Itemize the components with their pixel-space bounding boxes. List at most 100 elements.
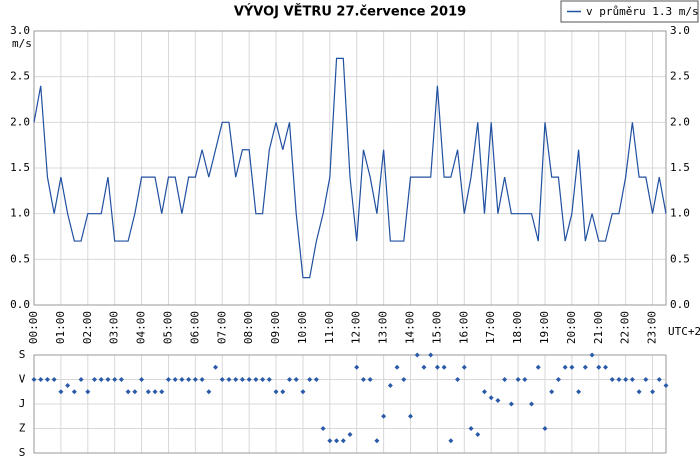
direction-point bbox=[192, 377, 198, 382]
direction-point bbox=[569, 364, 575, 370]
x-tick-label: 19:00 bbox=[538, 311, 551, 344]
legend-box bbox=[560, 0, 699, 23]
y-tick-label: 1.0 bbox=[10, 207, 30, 220]
direction-point bbox=[51, 377, 57, 382]
direction-point bbox=[172, 377, 178, 382]
x-tick-label: 02:00 bbox=[81, 311, 94, 344]
direction-point bbox=[226, 377, 232, 382]
x-tick-label: 21:00 bbox=[592, 311, 605, 344]
direction-point bbox=[650, 389, 656, 395]
direction-point bbox=[441, 364, 447, 370]
direction-point bbox=[387, 382, 393, 388]
direction-point bbox=[434, 364, 440, 370]
x-tick-label: 17:00 bbox=[484, 311, 497, 344]
direction-point bbox=[481, 389, 487, 395]
y-tick-label: 2.0 bbox=[10, 115, 30, 128]
direction-point bbox=[260, 377, 266, 382]
direction-point bbox=[421, 364, 427, 370]
direction-point bbox=[334, 438, 340, 444]
direction-point bbox=[515, 377, 521, 382]
y-tick-label: Z bbox=[19, 422, 26, 435]
direction-point bbox=[273, 389, 279, 395]
y-tick-label: J bbox=[19, 397, 26, 410]
y-unit: m/s bbox=[12, 37, 32, 50]
direction-point bbox=[239, 377, 245, 382]
direction-point bbox=[616, 377, 622, 382]
x-tick-label: 10:00 bbox=[296, 311, 309, 344]
plot-border bbox=[33, 30, 667, 306]
legend: v průměru 1.3 m/s bbox=[560, 0, 699, 23]
direction-point bbox=[589, 352, 595, 358]
direction-point bbox=[145, 389, 151, 395]
x-tick-label: 03:00 bbox=[108, 311, 121, 344]
x-tick-label: 20:00 bbox=[565, 311, 578, 344]
direction-point bbox=[609, 377, 615, 382]
direction-point bbox=[468, 426, 474, 431]
direction-point bbox=[71, 389, 77, 395]
direction-point bbox=[663, 382, 669, 388]
direction-point bbox=[152, 389, 158, 395]
x-tick-label: 11:00 bbox=[323, 311, 336, 344]
direction-point bbox=[327, 438, 333, 444]
direction-point bbox=[159, 389, 165, 395]
direction-point bbox=[354, 364, 360, 370]
direction-point bbox=[347, 431, 353, 437]
y-tick-label-right: 0.0 bbox=[670, 298, 690, 311]
direction-point bbox=[529, 401, 535, 407]
x-tick-label: 15:00 bbox=[430, 311, 443, 344]
direction-point bbox=[186, 377, 192, 382]
direction-point bbox=[253, 377, 259, 382]
direction-point bbox=[165, 377, 171, 382]
y-tick-label: S bbox=[19, 446, 26, 459]
direction-point bbox=[313, 377, 319, 382]
direction-point bbox=[213, 364, 219, 370]
direction-point bbox=[394, 364, 400, 370]
direction-point bbox=[522, 377, 528, 382]
y-tick-label: 0.0 bbox=[10, 298, 30, 311]
direction-point bbox=[408, 413, 414, 419]
direction-point bbox=[475, 431, 481, 437]
direction-point bbox=[280, 389, 286, 395]
x-tick-label: 00:00 bbox=[27, 311, 40, 344]
direction-point bbox=[58, 389, 64, 395]
direction-point bbox=[623, 377, 629, 382]
x-tick-label: 05:00 bbox=[161, 311, 174, 344]
y-tick-label: S bbox=[19, 348, 26, 361]
x-tick-label: 07:00 bbox=[215, 311, 228, 344]
y-tick-label-right: 2.5 bbox=[670, 70, 690, 83]
x-tick-label: 08:00 bbox=[242, 311, 255, 344]
direction-point bbox=[508, 401, 514, 407]
chart-title: VÝVOJ VĚTRU 27.července 2019 bbox=[234, 4, 466, 20]
direction-point bbox=[38, 377, 44, 382]
direction-point bbox=[300, 389, 306, 395]
direction-point bbox=[266, 377, 272, 382]
x-tick-label: 14:00 bbox=[404, 311, 417, 344]
direction-point bbox=[461, 364, 467, 370]
y-tick-label: 3.0 bbox=[10, 24, 30, 37]
direction-point bbox=[233, 377, 239, 382]
direction-point bbox=[65, 382, 71, 388]
direction-point bbox=[576, 389, 582, 395]
direction-point bbox=[92, 377, 98, 382]
direction-point bbox=[428, 352, 434, 358]
legend-label: v průměru 1.3 m/s bbox=[586, 5, 699, 18]
direction-point bbox=[455, 377, 461, 382]
direction-point bbox=[535, 364, 541, 370]
direction-point bbox=[596, 364, 602, 370]
direction-point bbox=[98, 377, 104, 382]
direction-point bbox=[293, 377, 299, 382]
direction-point bbox=[656, 377, 662, 382]
direction-point bbox=[246, 377, 252, 382]
y-tick-label-right: 0.5 bbox=[670, 252, 690, 265]
direction-point bbox=[502, 377, 508, 382]
direction-point bbox=[139, 377, 145, 382]
x-tick-label: 22:00 bbox=[619, 311, 632, 344]
direction-point bbox=[448, 438, 454, 444]
x-note: UTC+2 bbox=[668, 325, 700, 338]
x-tick-label: 04:00 bbox=[135, 311, 148, 344]
direction-point bbox=[401, 377, 407, 382]
direction-point bbox=[495, 397, 501, 403]
direction-point bbox=[132, 389, 138, 395]
x-tick-label: 23:00 bbox=[646, 311, 659, 344]
direction-point bbox=[206, 389, 212, 395]
